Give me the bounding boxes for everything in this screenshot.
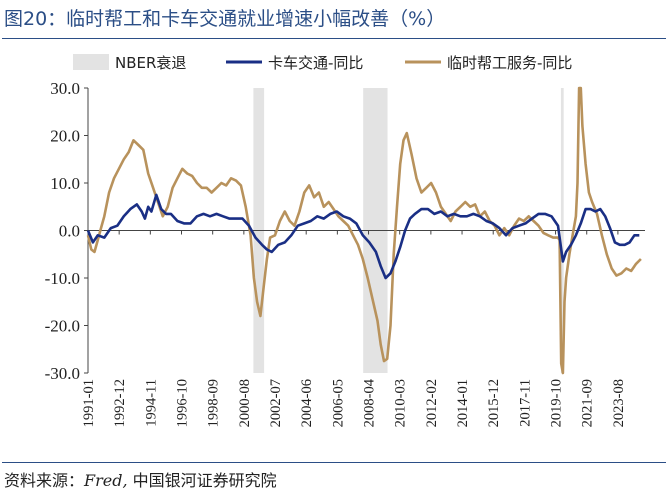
y-tick-label: 10.0 [50, 174, 80, 193]
x-tick-label: 1998-09 [206, 379, 222, 427]
x-tick-label: 2006-05 [330, 379, 346, 427]
x-tick-label: 2010-03 [393, 379, 409, 427]
x-tick-label: 2008-04 [362, 378, 378, 427]
y-tick-label: 0.0 [59, 222, 80, 241]
y-tick-label: 30.0 [50, 79, 80, 98]
source-rest: 中国银河证券研究院 [132, 471, 277, 490]
temp-series-line [86, 86, 642, 375]
legend-label-truck: 卡车交通-同比 [268, 54, 363, 72]
source-rule [2, 462, 666, 463]
x-tick-label: 2019-10 [549, 379, 565, 427]
x-tick-label: 2002-07 [268, 379, 284, 427]
x-tick-label: 1994-11 [143, 379, 159, 427]
legend-swatch-nber [73, 54, 109, 70]
legend: NBER衰退 卡车交通-同比 临时帮工服务-同比 [73, 54, 572, 72]
x-tick-label: 2014-01 [455, 379, 471, 427]
x-tick-label: 2000-08 [237, 379, 253, 427]
y-tick-label: -30.0 [45, 364, 80, 383]
legend-label-temp: 临时帮工服务-同比 [447, 54, 572, 72]
x-tick-label: 2021-09 [580, 379, 596, 427]
source-note: 资料来源：Fred, 中国银河证券研究院 [4, 467, 277, 491]
legend-label-nber: NBER衰退 [115, 54, 186, 72]
x-tick-label: 2023-08 [611, 379, 627, 427]
y-tick-label: -20.0 [45, 317, 80, 336]
x-tick-label: 1991-01 [81, 379, 97, 427]
x-tick-label: 1992-12 [112, 379, 128, 427]
x-tick-label: 1996-10 [175, 379, 191, 427]
x-tick-label: 2004-06 [299, 379, 315, 427]
page-title: 图20：临时帮工和卡车交通就业增速小幅改善（%） [4, 8, 446, 30]
x-tick-label: 2015-12 [486, 379, 502, 427]
source-italic: Fred, [84, 471, 128, 490]
x-tick-label: 2012-02 [424, 379, 440, 427]
title-rule [2, 38, 666, 39]
y-tick-label: -10.0 [45, 269, 80, 288]
truck-series-line [86, 193, 640, 280]
x-tick-label: 2017-11 [517, 379, 533, 427]
series-lines [86, 86, 642, 375]
source-label: 资料来源： [4, 471, 85, 490]
y-tick-label: 20.0 [50, 127, 80, 146]
